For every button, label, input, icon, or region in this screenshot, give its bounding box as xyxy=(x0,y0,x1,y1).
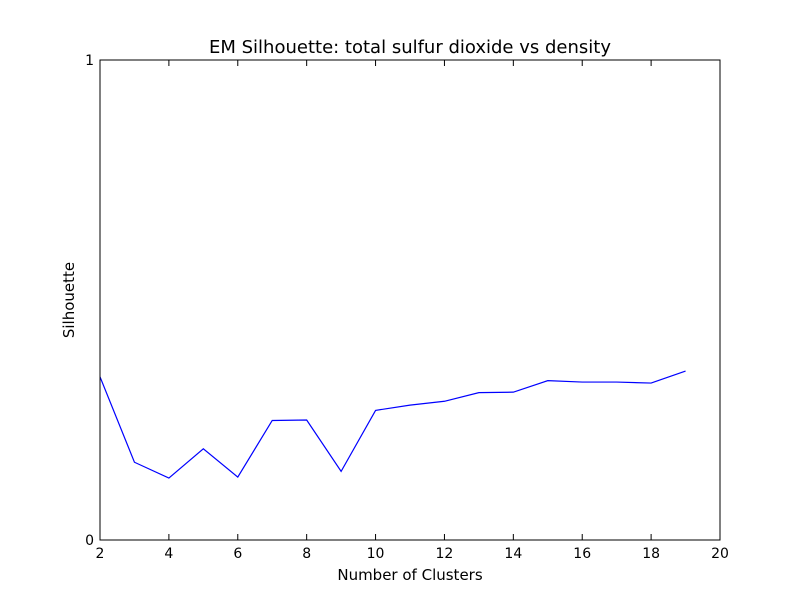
x-tick-label: 10 xyxy=(367,546,385,562)
x-tick-label: 16 xyxy=(573,546,591,562)
x-tick-label: 20 xyxy=(711,546,729,562)
x-tick-label: 8 xyxy=(302,546,311,562)
chart-title: EM Silhouette: total sulfur dioxide vs d… xyxy=(209,37,611,58)
plot-frame xyxy=(99,59,721,541)
x-tick-label: 4 xyxy=(164,546,173,562)
x-axis: 2 4 6 8 10 12 14 16 18 20 xyxy=(96,60,729,562)
y-axis: 01 xyxy=(85,53,720,549)
x-tick-label: 12 xyxy=(436,546,454,562)
series-layer xyxy=(99,370,686,479)
plot-area: 2 4 6 8 10 12 14 16 18 20 01 xyxy=(85,53,729,562)
x-tick-label: 6 xyxy=(233,546,242,562)
y-tick-label: 0 xyxy=(85,533,94,549)
x-tick-label: 14 xyxy=(504,546,522,562)
series-line-0 xyxy=(99,370,686,479)
plot-background xyxy=(100,60,720,540)
y-tick-label: 1 xyxy=(85,53,94,69)
x-axis-label: Number of Clusters xyxy=(337,566,482,584)
y-axis-label: Silhouette xyxy=(60,262,78,338)
x-tick-label: 2 xyxy=(96,546,105,562)
x-tick-label: 18 xyxy=(642,546,660,562)
